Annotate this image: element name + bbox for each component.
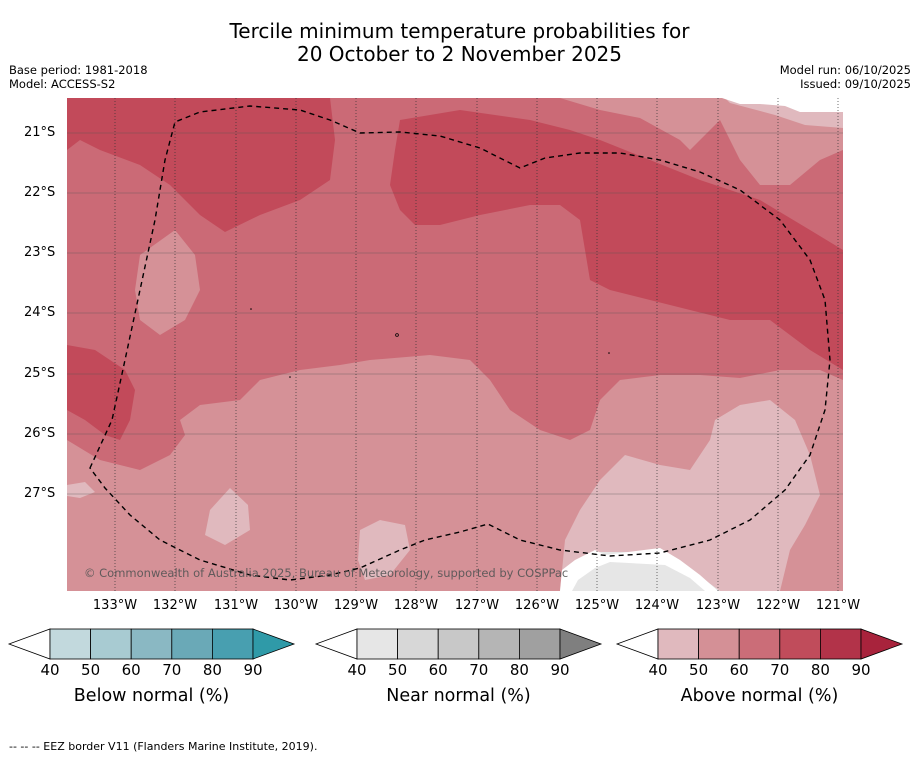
region-above-40-50-small2	[358, 520, 410, 580]
colorbar-segment	[356, 628, 398, 660]
colorbar-segment	[314, 628, 358, 660]
region-above-70-80-west	[67, 98, 335, 232]
colorbar-segment	[860, 628, 904, 660]
colorbar-tick-label: 80	[810, 661, 830, 679]
region-above-40-50-small1	[205, 488, 250, 545]
colorbar-tick-label: 70	[770, 661, 790, 679]
base-period: Base period: 1981-2018	[9, 63, 148, 77]
model-name: Model: ACCESS-S2	[9, 77, 116, 91]
map-title-line2: 20 October to 2 November 2025	[296, 42, 623, 66]
colorbar-segment	[615, 628, 659, 660]
map-fill-layer	[67, 98, 843, 591]
lat-label: 23°S	[24, 245, 56, 260]
colorbar-tick-label: 40	[40, 661, 60, 679]
island-marker	[289, 376, 291, 378]
colorbar-segment	[657, 628, 699, 660]
gridlines	[67, 98, 843, 591]
colorbar-segment	[820, 628, 862, 660]
lon-label: 122°W	[755, 598, 801, 613]
copyright-notice: © Commonwealth of Australia 2025, Bureau…	[84, 566, 569, 580]
lat-label: 22°S	[24, 185, 56, 200]
colorbar-tick-label: 50	[689, 661, 709, 679]
colorbar-segment	[559, 628, 603, 660]
colorbars	[7, 628, 904, 660]
colorbar-label: Below normal (%)	[73, 686, 230, 706]
region-no-signal-top	[722, 98, 843, 112]
colorbar-tick-label: 40	[648, 661, 668, 679]
colorbar-near	[314, 628, 603, 660]
lon-label: 130°W	[273, 598, 319, 613]
region-above-40-50-southeast	[560, 400, 820, 591]
issued-date: Issued: 09/10/2025	[800, 77, 911, 91]
region-above-50-60-west	[135, 230, 200, 335]
colorbar-segment	[171, 628, 213, 660]
lon-label: 133°W	[92, 598, 138, 613]
colorbar-below	[7, 628, 296, 660]
eez-border	[89, 105, 831, 581]
colorbar-segment	[698, 628, 740, 660]
lon-label: 127°W	[454, 598, 500, 613]
colorbar-segment	[130, 628, 173, 660]
region-above-70-80-central	[390, 110, 843, 370]
lat-label: 21°S	[24, 125, 56, 140]
lon-label: 123°W	[695, 598, 741, 613]
colorbar-tick-label: 70	[162, 661, 182, 679]
lon-label: 126°W	[514, 598, 560, 613]
colorbar-label: Above normal (%)	[680, 686, 839, 706]
colorbar-segment	[211, 628, 254, 660]
lat-label: 25°S	[24, 366, 56, 381]
colorbar-segment	[7, 628, 51, 660]
footnote: -- -- -- EEZ border V11 (Flanders Marine…	[9, 740, 318, 753]
lon-label: 131°W	[213, 598, 259, 613]
colorbar-segment	[738, 628, 781, 660]
colorbar-segment	[779, 628, 821, 660]
lon-label: 121°W	[815, 598, 861, 613]
colorbar-label: Near normal (%)	[386, 686, 531, 706]
colorbar-segment	[90, 628, 132, 660]
region-no-signal-bottom	[560, 548, 718, 591]
lon-label: 129°W	[333, 598, 379, 613]
colorbar-segment	[437, 628, 480, 660]
region-above-50-60-northeast	[560, 98, 843, 185]
island-marker	[395, 333, 399, 337]
lat-label: 24°S	[24, 305, 56, 320]
colorbar-tick-label: 80	[202, 661, 222, 679]
lon-label: 128°W	[393, 598, 439, 613]
colorbar-above	[615, 628, 904, 660]
island-marker	[608, 352, 610, 354]
colorbar-segment	[397, 628, 439, 660]
colorbar-tick-label: 40	[347, 661, 367, 679]
colorbar-tick-label: 80	[509, 661, 529, 679]
colorbar-tick-label: 70	[469, 661, 489, 679]
model-run: Model run: 06/10/2025	[779, 63, 911, 77]
island-marker	[250, 308, 252, 310]
map-title-line1: Tercile minimum temperature probabilitie…	[229, 19, 690, 43]
colorbar-tick-label: 50	[81, 661, 101, 679]
lon-label: 124°W	[634, 598, 680, 613]
lat-label: 26°S	[24, 426, 56, 441]
colorbar-tick-label: 90	[550, 661, 570, 679]
colorbar-tick-label: 50	[388, 661, 408, 679]
colorbar-tick-label: 60	[121, 661, 141, 679]
colorbar-tick-label: 90	[243, 661, 263, 679]
meta-left: Base period: 1981-2018 Model: ACCESS-S2	[9, 63, 148, 91]
colorbar-tick-label: 60	[729, 661, 749, 679]
colorbar-tick-label: 60	[428, 661, 448, 679]
colorbar-segment	[478, 628, 520, 660]
lon-label: 125°W	[574, 598, 620, 613]
colorbar-segment	[49, 628, 91, 660]
lon-label: 132°W	[152, 598, 198, 613]
colorbar-tick-label: 90	[851, 661, 871, 679]
colorbar-segment	[252, 628, 296, 660]
colorbar-segment	[519, 628, 561, 660]
meta-right: Model run: 06/10/2025 Issued: 09/10/2025	[780, 63, 911, 91]
lat-label: 27°S	[24, 486, 56, 501]
region-above-70-80-southwest	[67, 345, 135, 440]
